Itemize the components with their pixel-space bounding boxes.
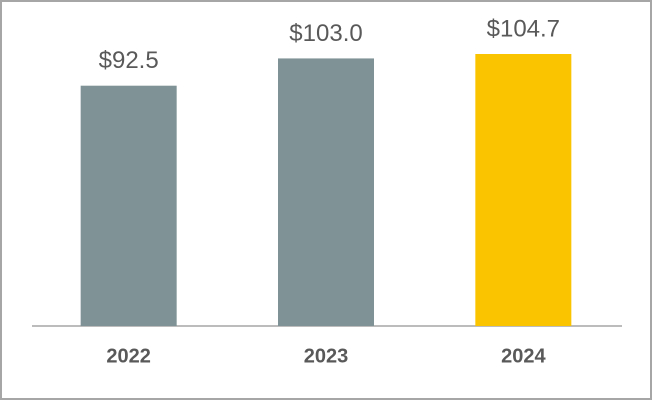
value-label: $104.7	[487, 15, 560, 42]
bar	[475, 54, 572, 326]
x-tick-label: 2022	[106, 345, 151, 367]
x-tick-label: 2024	[501, 345, 546, 367]
value-label: $103.0	[289, 20, 362, 47]
bar	[80, 85, 177, 326]
value-label: $92.5	[99, 47, 159, 74]
x-tick-label: 2023	[304, 345, 349, 367]
bar	[278, 58, 374, 326]
